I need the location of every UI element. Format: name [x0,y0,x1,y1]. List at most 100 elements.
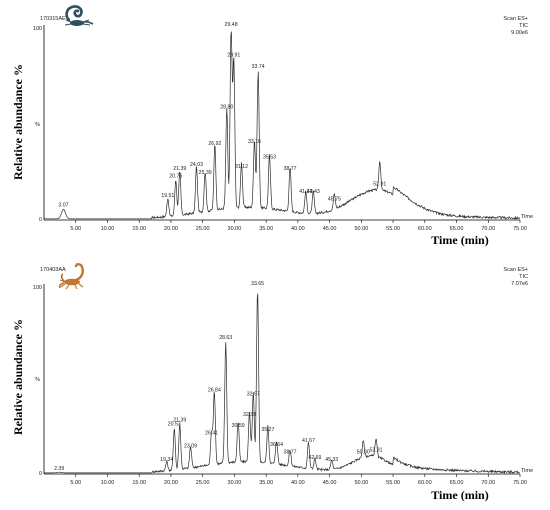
x-tick-label: 60.00 [418,480,432,486]
peak-label: 26.41 [205,431,218,437]
peak-label: 20.53 [168,421,181,427]
x-tick-label: 60.00 [418,226,432,232]
x-tick-label: 40.00 [291,226,305,232]
y-axis-mark-zero: 0 [39,471,42,477]
x-tick-label: 45.00 [323,226,337,232]
y-axis-title: Relative abundance % [11,64,25,180]
peak-label: 32.97 [247,391,260,397]
header-intensity: 7.07e6 [511,281,528,287]
x-tick-label: 10.00 [101,226,115,232]
x-axis-title: Time (min) [431,488,488,502]
x-tick-label: 20.00 [164,226,178,232]
peak-label: 52.91 [373,181,386,187]
peak-label: 33.74 [252,64,265,70]
x-tick-label: 35.00 [259,226,273,232]
x-axis-end-label: Time [521,468,533,474]
peak-label: 24.03 [190,162,203,168]
header-scan-mode: Scan ES+ [503,267,528,273]
x-tick-label: 25.00 [196,226,210,232]
chart-panel-2: 170403AA Scan ES+ TIC 7.07e6 Relative ab… [11,263,533,502]
x-tick-label: 75.00 [513,226,527,232]
peak-label: 45.75 [328,197,341,203]
peak-label: 23.09 [184,444,197,450]
peak-label: 29.48 [225,22,238,28]
x-tick-label: 75.00 [513,480,527,486]
chart-panel-1: 170315AE Scan ES+ TIC 9.00e6 Relative ab… [11,5,533,247]
peak-labels: 3.07 19.51 20.76 21.39 24.03 25.39 26.92 28.80 2… [58,22,386,208]
x-tick-label: 45.00 [323,480,337,486]
x-tick-label: 5.00 [70,226,81,232]
x-tick-label: 30.00 [228,226,242,232]
peak-label: 28.63 [219,335,232,341]
sample-id: 170403AA [40,267,66,273]
x-tick-label: 70.00 [481,480,495,486]
x-tick-label: 15.00 [132,226,146,232]
x-tick-label: 65.00 [450,226,464,232]
y-axis-title: Relative abundance % [11,319,25,435]
peak-label: 2.39 [54,466,64,472]
x-tick-label: 65.00 [450,480,464,486]
x-tick-label: 20.00 [164,480,178,486]
chromatogram-trace [44,293,520,475]
peak-label: 45.33 [325,457,338,463]
peak-label: 38.77 [284,449,297,455]
peak-label: 33.16 [248,139,261,145]
y-axis-mark-top: 100 [33,26,42,32]
header-trace-type: TIC [519,23,528,29]
x-tick-label: 30.00 [228,480,242,486]
peak-label: 38.77 [284,166,297,172]
peak-label: 26.84 [208,388,221,394]
y-axis-mark-top: 100 [33,285,42,291]
x-tick-label: 15.00 [132,480,146,486]
x-ticks: 5.00 10.00 15.00 20.00 25.00 30.00 35.00 40.00 4… [70,474,527,486]
x-tick-label: 25.00 [196,480,210,486]
peak-label: 41.24 [299,189,312,195]
y-axis-mark-zero: 0 [39,217,42,223]
x-tick-label: 55.00 [386,480,400,486]
peak-label: 42.69 [308,455,321,461]
peak-label: 52.31 [370,447,383,453]
x-tick-label: 10.00 [101,480,115,486]
peak-label: 21.39 [173,418,186,424]
x-axis-title: Time (min) [431,233,488,247]
peak-label: 19.51 [161,193,174,199]
x-tick-label: 5.00 [70,480,81,486]
y-axis-mark-mid: % [35,122,40,128]
x-tick-label: 50.00 [354,480,368,486]
x-axis-end-label: Time [521,214,533,220]
peak-label: 19.34 [160,457,173,463]
peak-label: 20.76 [169,174,182,180]
header-scan-mode: Scan ES+ [503,16,528,22]
peak-label: 3.07 [58,202,68,208]
x-tick-label: 70.00 [481,226,495,232]
peak-label: 33.65 [251,281,264,287]
chromatogram-trace [44,31,521,220]
peak-label: 35.27 [261,427,274,433]
peak-label: 26.92 [208,141,221,147]
peak-label: 30.59 [232,423,245,429]
x-tick-label: 55.00 [386,226,400,232]
peak-label: 31.12 [235,164,248,170]
peak-label: 35.53 [263,154,276,160]
x-tick-label: 35.00 [259,480,273,486]
header-intensity: 9.00e6 [511,30,528,36]
header-trace-type: TIC [519,274,528,280]
peak-label: 29.91 [227,53,240,59]
x-tick-label: 40.00 [291,480,305,486]
peak-label: 50.30 [357,449,370,455]
peak-label: 41.67 [302,438,315,444]
scorpion-icon-orange [58,263,84,290]
scorpion-icon-dark [64,5,94,26]
peak-label: 32.38 [243,412,256,418]
peak-label: 36.64 [270,442,283,448]
peak-label: 42.43 [307,189,320,195]
y-axis-mark-mid: % [35,377,40,383]
sample-id: 170315AE [40,16,66,22]
peak-label: 21.39 [173,166,186,172]
x-ticks: 5.00 10.00 15.00 20.00 25.00 30.00 35.00 40.00 4… [70,220,527,232]
x-tick-label: 50.00 [354,226,368,232]
peak-label: 28.80 [220,105,233,111]
peak-label: 25.39 [199,170,212,176]
